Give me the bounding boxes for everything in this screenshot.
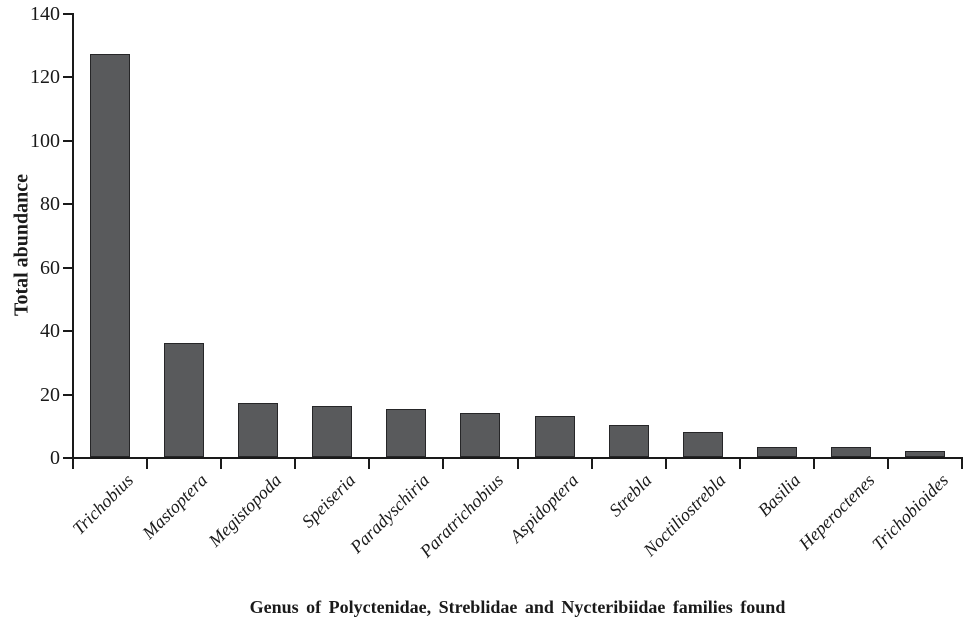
y-tick-label: 20 <box>40 383 60 406</box>
x-category-label-heperoctenes: Heperoctenes <box>794 470 879 554</box>
y-tick-label: 0 <box>50 447 60 469</box>
y-tick-label: 60 <box>40 256 60 279</box>
bar-strebla <box>608 425 649 457</box>
bar-trichobioides <box>904 451 945 457</box>
x-tick-mark <box>961 457 963 469</box>
x-tick-mark <box>886 457 889 469</box>
x-tick-mark <box>146 457 149 469</box>
y-axis-line <box>72 13 74 459</box>
x-category-label-basilia: Basilia <box>753 470 804 521</box>
y-tick-label: 40 <box>40 320 60 343</box>
bar-mastoptera <box>164 343 205 457</box>
y-tick-mark <box>63 139 73 142</box>
x-category-label-aspidoptera: Aspidoptera <box>505 470 582 547</box>
y-tick-label: 80 <box>40 193 60 216</box>
x-tick-mark <box>516 457 519 469</box>
y-tick-mark <box>63 13 73 15</box>
y-tick-label: 120 <box>30 66 60 89</box>
bar-heperoctenes <box>830 447 871 457</box>
x-category-label-speiseria: Speiseria <box>297 470 360 532</box>
y-tick-label: 140 <box>30 3 60 25</box>
x-category-label-mastoptera: Mastoptera <box>138 470 212 543</box>
x-tick-mark <box>294 457 297 469</box>
bar-paratrichobius <box>460 413 501 457</box>
y-tick-label: 100 <box>30 129 60 152</box>
x-category-label-trichobius: Trichobius <box>68 470 138 539</box>
x-tick-mark <box>664 457 667 469</box>
x-tick-mark <box>72 457 74 469</box>
bar-noctiliostrebla <box>682 432 723 457</box>
x-axis-title: Genus of Polyctenidae, Streblidae and Ny… <box>249 597 786 617</box>
x-tick-mark <box>738 457 741 469</box>
y-tick-mark <box>63 330 73 333</box>
bar-aspidoptera <box>534 416 575 457</box>
bar-basilia <box>756 447 797 457</box>
bar-trichobius <box>90 54 131 457</box>
y-tick-mark <box>63 76 73 79</box>
bar-speiseria <box>312 406 353 457</box>
x-tick-mark <box>812 457 815 469</box>
bar-megistopoda <box>238 403 279 457</box>
y-tick-mark <box>63 266 73 269</box>
x-category-label-trichobioides: Trichobioides <box>867 470 953 555</box>
x-tick-mark <box>368 457 371 469</box>
x-category-label-strebla: Strebla <box>605 470 656 521</box>
y-tick-mark <box>63 457 73 459</box>
x-category-label-megistopoda: Megistopoda <box>204 470 286 551</box>
bar-paradyschiria <box>386 409 427 457</box>
y-tick-mark <box>63 203 73 206</box>
y-tick-mark <box>63 393 73 396</box>
x-tick-mark <box>442 457 445 469</box>
x-tick-mark <box>590 457 593 469</box>
x-tick-mark <box>220 457 223 469</box>
